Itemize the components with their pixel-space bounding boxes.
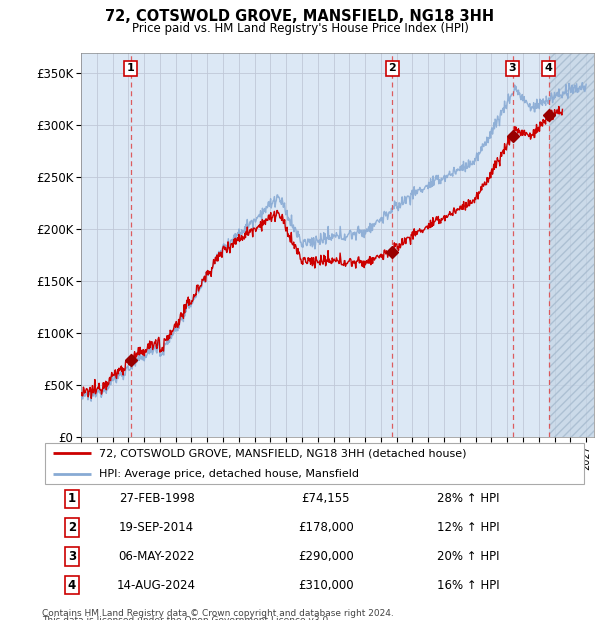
Text: 2: 2	[388, 63, 396, 73]
Text: 1: 1	[68, 492, 76, 505]
Text: This data is licensed under the Open Government Licence v3.0.: This data is licensed under the Open Gov…	[42, 616, 331, 620]
Text: 19-SEP-2014: 19-SEP-2014	[119, 521, 194, 534]
Text: £178,000: £178,000	[298, 521, 354, 534]
Text: 28% ↑ HPI: 28% ↑ HPI	[437, 492, 499, 505]
Text: 72, COTSWOLD GROVE, MANSFIELD, NG18 3HH: 72, COTSWOLD GROVE, MANSFIELD, NG18 3HH	[106, 9, 494, 24]
Text: Price paid vs. HM Land Registry's House Price Index (HPI): Price paid vs. HM Land Registry's House …	[131, 22, 469, 35]
Bar	[548, 53, 594, 437]
Text: HPI: Average price, detached house, Mansfield: HPI: Average price, detached house, Mans…	[100, 469, 359, 479]
Text: £290,000: £290,000	[298, 550, 354, 563]
Text: 12% ↑ HPI: 12% ↑ HPI	[437, 521, 499, 534]
Text: £310,000: £310,000	[298, 578, 354, 591]
Text: £74,155: £74,155	[302, 492, 350, 505]
Text: 27-FEB-1998: 27-FEB-1998	[119, 492, 194, 505]
Text: 06-MAY-2022: 06-MAY-2022	[118, 550, 195, 563]
Text: Contains HM Land Registry data © Crown copyright and database right 2024.: Contains HM Land Registry data © Crown c…	[42, 609, 394, 618]
Text: 14-AUG-2024: 14-AUG-2024	[117, 578, 196, 591]
Text: 20% ↑ HPI: 20% ↑ HPI	[437, 550, 499, 563]
Text: 1: 1	[127, 63, 134, 73]
Text: 4: 4	[68, 578, 76, 591]
Text: 3: 3	[68, 550, 76, 563]
Text: 2: 2	[68, 521, 76, 534]
Text: 3: 3	[509, 63, 517, 73]
Text: 72, COTSWOLD GROVE, MANSFIELD, NG18 3HH (detached house): 72, COTSWOLD GROVE, MANSFIELD, NG18 3HH …	[100, 448, 467, 458]
Text: 16% ↑ HPI: 16% ↑ HPI	[437, 578, 499, 591]
FancyBboxPatch shape	[45, 443, 584, 484]
Text: 4: 4	[545, 63, 553, 73]
